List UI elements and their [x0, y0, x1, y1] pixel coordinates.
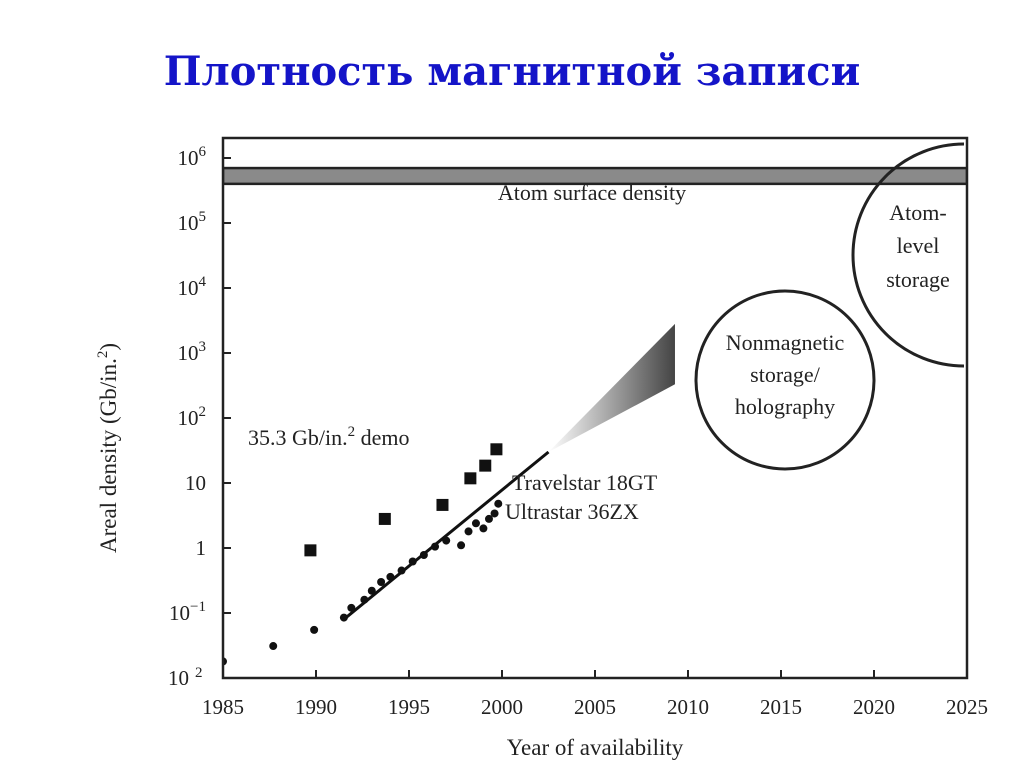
data-point	[269, 642, 278, 651]
data-point	[431, 542, 440, 551]
data-point	[347, 603, 356, 612]
data-point	[490, 509, 499, 518]
x-tick-label: 1990	[295, 695, 337, 719]
y-axis-title: Areal density (Gb/in.2)	[95, 343, 121, 553]
y-tick-label: 10	[185, 471, 206, 495]
data-point	[494, 499, 503, 508]
demo-point	[304, 544, 317, 557]
demo-point	[479, 459, 492, 472]
projection-fan	[548, 323, 675, 452]
demo-label-text: 35.3 Gb/in.	[248, 425, 348, 450]
y-axis-title-text: Areal density (Gb/in.	[96, 358, 121, 553]
x-tick-label: 2020	[853, 695, 895, 719]
ultrastar-label: Ultrastar 36ZX	[505, 499, 639, 524]
atom-density-band	[223, 166, 967, 186]
data-point	[442, 536, 451, 545]
x-tick-label: 1985	[202, 695, 244, 719]
y-axis-title-sup: 2	[95, 351, 111, 359]
data-point	[471, 519, 480, 528]
data-point	[339, 613, 348, 622]
x-axis-title: Year of availability	[507, 735, 684, 760]
data-point	[367, 586, 376, 595]
x-tick-label: 2005	[574, 695, 616, 719]
y-tick-label: 1	[196, 536, 207, 560]
demo-point	[490, 443, 503, 456]
x-tick-label: 2015	[760, 695, 802, 719]
data-point	[479, 524, 488, 533]
x-tick-label: 1995	[388, 695, 430, 719]
data-point	[377, 577, 386, 586]
data-point	[484, 514, 493, 523]
x-tick-label: 2010	[667, 695, 709, 719]
data-point	[397, 566, 406, 575]
y-tick-label: 105	[178, 209, 207, 235]
trend-line	[342, 450, 550, 621]
x-tick-label: 2000	[481, 695, 523, 719]
data-point	[408, 557, 417, 566]
y-tick-label: 106	[178, 144, 207, 170]
y-tick-label: 102	[178, 404, 207, 430]
atom-level-line-1: Atom-	[889, 200, 946, 225]
data-point	[464, 527, 473, 536]
demo-label: 35.3 Gb/in.2 demo	[248, 424, 410, 450]
data-point	[360, 595, 369, 604]
demo-label-tail: demo	[355, 425, 409, 450]
demo-point	[436, 498, 449, 511]
atom-level-line-3: storage	[886, 267, 950, 292]
y-tick-label: 10−1	[169, 599, 206, 625]
y-tick-label: 104	[178, 274, 207, 300]
y-axis-title-close: )	[96, 343, 121, 351]
data-point	[386, 572, 395, 581]
demo-point	[378, 512, 391, 525]
nonmagnetic-line-2: storage/	[750, 362, 821, 387]
data-point	[310, 625, 319, 634]
y-tick-label: 103	[178, 339, 207, 365]
nonmagnetic-line-3: holography	[735, 394, 835, 419]
travelstar-label: Travelstar 18GT	[512, 470, 658, 495]
data-point	[419, 551, 428, 560]
demo-point	[464, 472, 477, 485]
nonmagnetic-circle	[694, 289, 876, 471]
x-tick-label: 2025	[946, 695, 988, 719]
atom-surface-label: Atom surface density	[498, 180, 686, 205]
data-point	[457, 541, 466, 550]
atom-level-line-2: level	[897, 233, 940, 258]
nonmagnetic-line-1: Nonmagnetic	[726, 330, 845, 355]
page-title: Плотность магнитной записи	[163, 48, 861, 95]
demo-label-sup: 2	[348, 424, 356, 440]
atom-level-circle	[851, 142, 965, 368]
